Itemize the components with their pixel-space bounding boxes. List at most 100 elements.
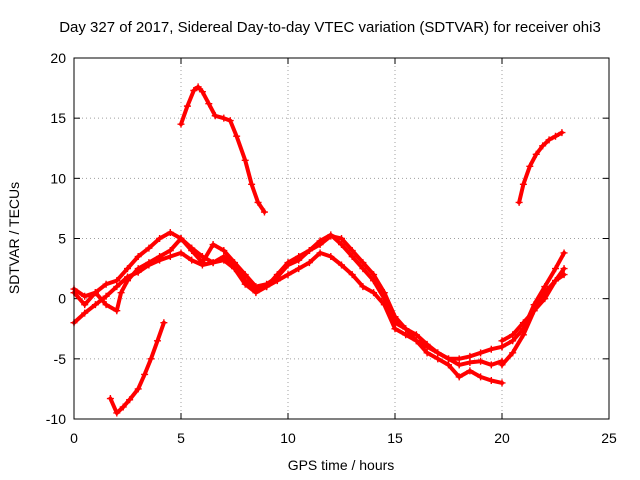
data-point	[81, 301, 89, 309]
data-point	[166, 253, 174, 261]
data-point	[160, 319, 168, 327]
data-point	[445, 361, 452, 369]
data-point	[509, 337, 517, 345]
data-point	[338, 261, 345, 269]
data-point	[359, 265, 367, 273]
data-point	[455, 355, 463, 363]
y-tick-label: 10	[50, 170, 66, 186]
data-point	[220, 114, 228, 122]
data-point	[498, 379, 506, 387]
series-arc-2	[70, 249, 506, 369]
data-point	[316, 241, 324, 249]
data-point	[141, 370, 149, 378]
y-tick-label: -10	[46, 411, 66, 427]
data-point	[560, 271, 568, 279]
data-point	[552, 132, 559, 140]
data-point	[113, 307, 121, 315]
data-point	[124, 265, 131, 273]
data-point	[498, 337, 506, 345]
data-point	[198, 261, 206, 269]
data-point	[519, 331, 527, 339]
data-point	[402, 325, 410, 333]
data-point	[359, 259, 367, 267]
data-point	[560, 265, 568, 273]
data-point	[466, 352, 474, 360]
data-point	[305, 247, 313, 255]
data-point	[477, 357, 485, 365]
data-point	[348, 253, 356, 261]
data-point	[477, 373, 485, 381]
x-tick-label: 10	[280, 430, 296, 446]
data-point	[102, 292, 110, 300]
y-tick-label: -5	[54, 351, 67, 367]
series-arc-5	[498, 249, 568, 351]
data-point	[102, 280, 110, 288]
data-point	[380, 289, 388, 297]
data-point	[183, 102, 191, 110]
data-point	[327, 253, 335, 261]
data-point	[190, 86, 198, 94]
data-point	[498, 343, 506, 351]
data-point	[145, 261, 153, 269]
data-point	[305, 259, 313, 267]
data-point	[370, 271, 378, 279]
x-tick-label: 0	[70, 430, 78, 446]
data-point	[209, 241, 217, 249]
data-point	[134, 385, 142, 393]
series-arc-7	[177, 83, 268, 216]
data-point	[552, 265, 559, 273]
data-point	[113, 283, 121, 291]
y-axis-label: SDTVAR / TECUs	[6, 182, 22, 294]
data-point	[423, 343, 431, 351]
data-point	[211, 112, 219, 120]
x-tick-label: 25	[601, 430, 617, 446]
data-point	[145, 244, 153, 252]
data-point	[106, 395, 114, 403]
series-arc-6	[498, 271, 568, 369]
data-point	[526, 162, 534, 170]
x-tick-label: 20	[494, 430, 510, 446]
data-point	[455, 361, 463, 369]
x-axis-label: GPS time / hours	[288, 457, 395, 473]
data-point	[252, 289, 260, 297]
data-point	[487, 345, 495, 353]
data-point	[539, 142, 547, 150]
data-point	[198, 88, 206, 96]
data-point	[231, 265, 238, 273]
data-point	[119, 403, 127, 411]
data-point	[477, 349, 485, 357]
data-point	[412, 337, 420, 345]
data-point	[102, 301, 110, 309]
data-point	[177, 235, 185, 242]
data-point	[295, 253, 303, 261]
data-point	[560, 249, 568, 257]
data-point	[316, 249, 324, 257]
data-point	[558, 129, 566, 137]
data-point	[380, 301, 388, 309]
data-point	[188, 244, 196, 252]
data-point	[194, 83, 202, 91]
data-point	[391, 313, 399, 321]
series-line	[500, 272, 567, 367]
data-point	[284, 259, 292, 267]
series-line	[108, 320, 166, 415]
data-point	[91, 301, 99, 309]
series-arc-8	[515, 129, 566, 206]
plot-frame	[73, 57, 610, 420]
data-point	[233, 132, 241, 140]
series-line	[517, 130, 564, 205]
data-point	[434, 349, 442, 357]
data-point	[530, 301, 538, 309]
data-point	[147, 355, 155, 363]
data-point	[260, 208, 268, 216]
plot-area	[70, 83, 568, 417]
data-point	[220, 247, 228, 255]
data-point	[153, 337, 161, 345]
data-point	[402, 331, 410, 339]
data-point	[220, 256, 228, 264]
data-point	[359, 283, 367, 291]
data-point	[226, 117, 234, 125]
data-point	[81, 292, 89, 300]
y-axis: -10 -5 0 5 10 15 20	[46, 50, 609, 427]
